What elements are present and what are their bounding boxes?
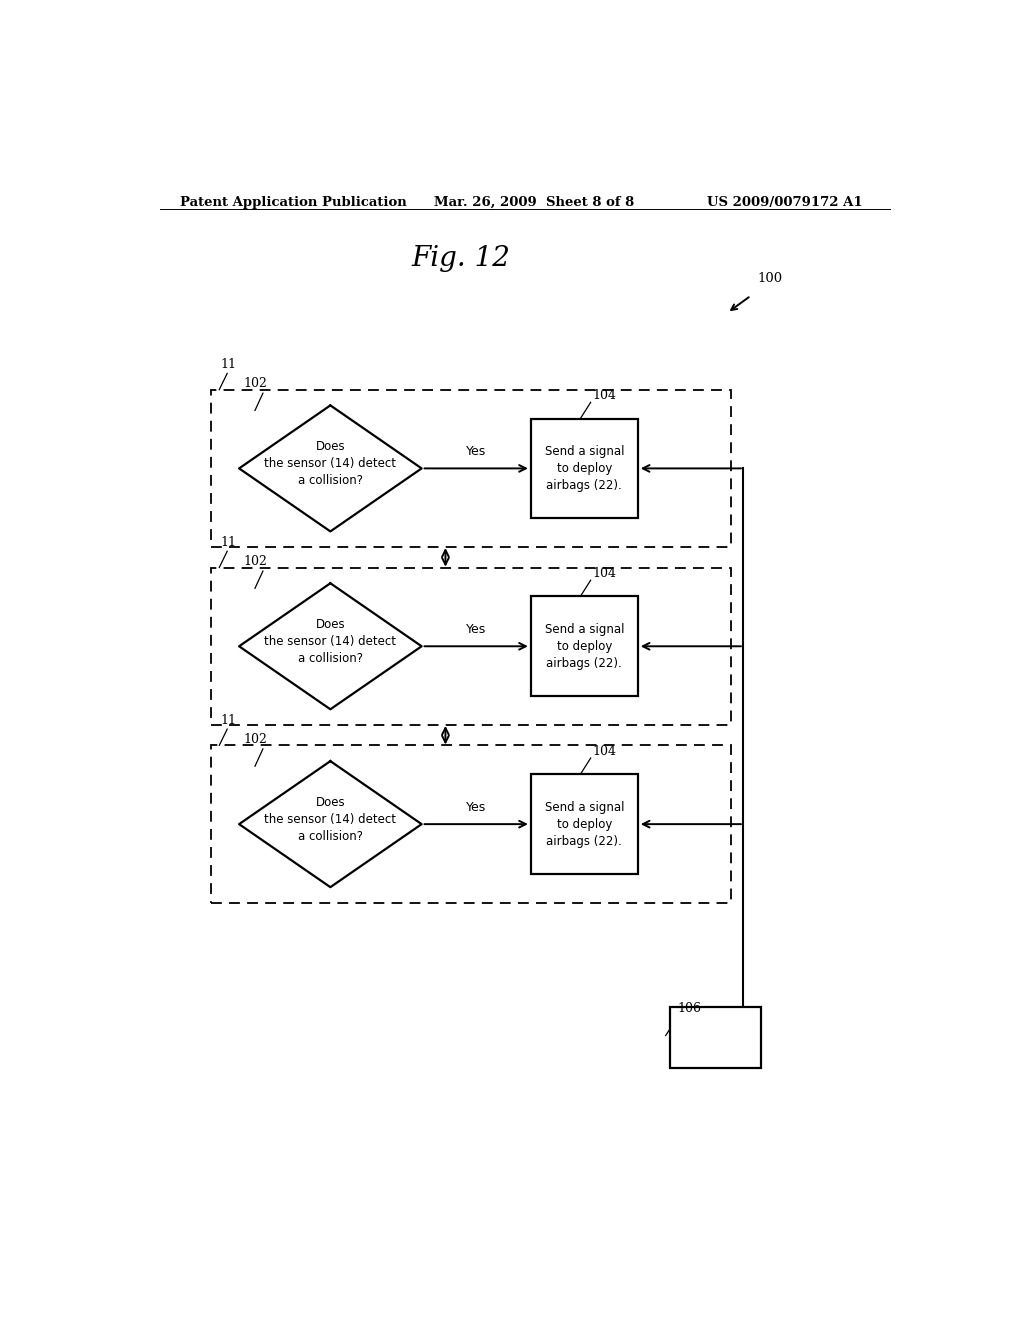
Text: Mar. 26, 2009  Sheet 8 of 8: Mar. 26, 2009 Sheet 8 of 8 (433, 195, 634, 209)
Bar (670, 1007, 761, 1068)
Text: 104: 104 (592, 389, 616, 403)
Text: Does
the sensor (14) detect
a collision?: Does the sensor (14) detect a collision? (264, 618, 396, 665)
Text: 106: 106 (678, 1002, 701, 1015)
Text: Yes: Yes (466, 801, 486, 814)
Text: Patent Application Publication: Patent Application Publication (179, 195, 407, 209)
Text: 100: 100 (758, 272, 782, 285)
Text: 11: 11 (220, 358, 237, 371)
Bar (211, 746, 731, 903)
Polygon shape (240, 583, 422, 709)
Text: Send a signal
to deploy
airbags (22).: Send a signal to deploy airbags (22). (545, 445, 624, 492)
Text: 11: 11 (220, 714, 237, 727)
Text: Yes: Yes (466, 623, 486, 636)
Polygon shape (240, 405, 422, 532)
Text: Yes: Yes (466, 445, 486, 458)
Text: 102: 102 (243, 733, 267, 746)
Text: 11: 11 (220, 536, 237, 549)
Text: Does
the sensor (14) detect
a collision?: Does the sensor (14) detect a collision? (264, 796, 396, 842)
Text: Send a signal
to deploy
airbags (22).: Send a signal to deploy airbags (22). (545, 801, 624, 847)
Bar (211, 568, 731, 725)
Text: 102: 102 (243, 378, 267, 391)
Text: 104: 104 (592, 568, 616, 581)
Text: Fig. 12: Fig. 12 (412, 244, 511, 272)
Bar (530, 775, 638, 874)
Text: US 2009/0079172 A1: US 2009/0079172 A1 (708, 195, 863, 209)
Bar (211, 389, 731, 548)
Text: 104: 104 (592, 744, 616, 758)
Polygon shape (240, 762, 422, 887)
Bar (530, 418, 638, 519)
Bar (530, 597, 638, 696)
Text: 102: 102 (243, 554, 267, 568)
Text: Send a signal
to deploy
airbags (22).: Send a signal to deploy airbags (22). (545, 623, 624, 669)
Text: Does
the sensor (14) detect
a collision?: Does the sensor (14) detect a collision? (264, 440, 396, 487)
